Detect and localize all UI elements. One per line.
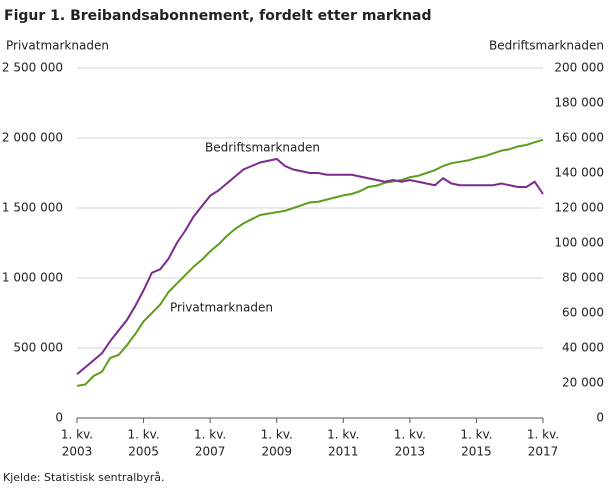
- x-tick-label: 2013: [395, 445, 426, 459]
- y-tick-label: 2 500 000: [2, 61, 63, 75]
- line-series: [76, 138, 544, 387]
- chart-title: Figur 1. Breibandsabonnement, fordelt et…: [4, 8, 432, 24]
- x-tick-label: 2015: [461, 445, 492, 459]
- y2-tick-label: 200 000: [554, 61, 604, 75]
- y2-tick-label: 60 000: [562, 306, 604, 320]
- y-tick-label: 1 000 000: [2, 271, 63, 285]
- y-axis-title: Privatmarknaden: [6, 39, 109, 53]
- x-tick-label: 2011: [328, 445, 359, 459]
- y2-axis-title: Bedriftsmarknaden: [489, 39, 604, 53]
- y2-tick-label: 40 000: [562, 341, 604, 355]
- x-tick-label: 1. kv.: [261, 428, 293, 442]
- y2-tick-label: 0: [596, 411, 604, 425]
- y2-tick-label: 80 000: [562, 271, 604, 285]
- x-tick-label: 2007: [195, 445, 226, 459]
- source: Kjelde: Statistisk sentralbyrå.: [3, 471, 165, 484]
- x-tick-label: 2017: [528, 445, 559, 459]
- x-tick-label: 2003: [62, 445, 93, 459]
- x-tick-label: 1. kv.: [327, 428, 359, 442]
- y2-tick-label: 140 000: [554, 166, 604, 180]
- x-tick-label: 1. kv.: [460, 428, 492, 442]
- y-tick-label: 0: [55, 411, 63, 425]
- annotation: Privatmarknaden: [170, 301, 273, 315]
- x-tick-label: 1. kv.: [127, 428, 159, 442]
- annotation: Bedriftsmarknaden: [205, 141, 320, 155]
- y-tick-label: 500 000: [13, 341, 63, 355]
- y-tick-label: 2 000 000: [2, 131, 63, 145]
- y-tick-label: 1 500 000: [2, 201, 63, 215]
- x-tick-label: 2009: [261, 445, 292, 459]
- y2-tick-label: 120 000: [554, 201, 604, 215]
- y2-tick-label: 20 000: [562, 376, 604, 390]
- y2-tick-label: 160 000: [554, 131, 604, 145]
- y2-tick-label: 100 000: [554, 236, 604, 250]
- line-series: [76, 157, 544, 376]
- x-tick-label: 1. kv.: [394, 428, 426, 442]
- x-tick-label: 2005: [128, 445, 159, 459]
- x-tick-label: 1. kv.: [194, 428, 226, 442]
- y2-tick-label: 180 000: [554, 96, 604, 110]
- x-tick-label: 1. kv.: [527, 428, 559, 442]
- x-tick-label: 1. kv.: [61, 428, 93, 442]
